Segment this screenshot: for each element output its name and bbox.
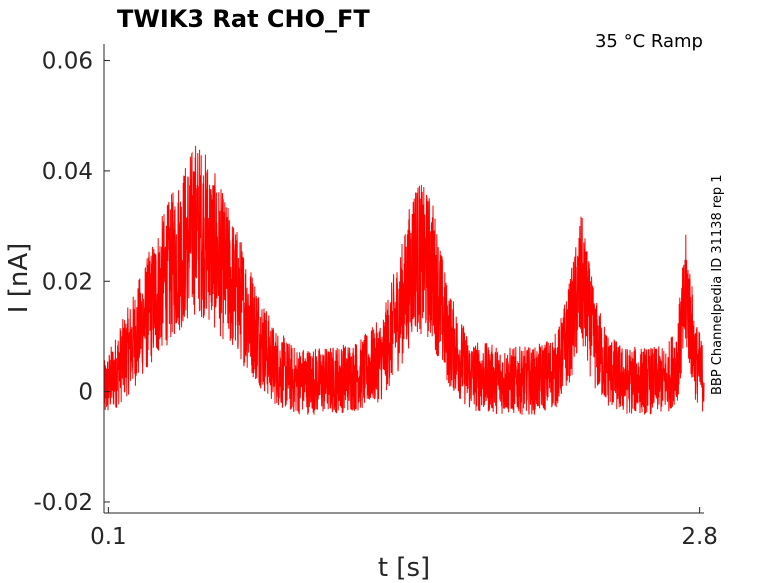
y-axis-label: I [nA] [4,243,34,313]
y-tick-label: 0.04 [42,159,93,185]
side-label: BBP Channelpedia ID 31138 rep 1 [710,174,725,395]
y-tick-label: -0.02 [33,490,93,516]
y-tick-label: 0.02 [42,269,93,295]
series-line [103,145,705,415]
x-ticks: 0.1 2.8 [90,507,718,550]
condition-label: 35 °C Ramp [595,31,703,52]
y-tick-label: 0.06 [42,49,93,75]
x-axis-label: t [s] [378,553,430,583]
y-ticks: -0.02 0 0.02 0.04 0.06 [33,49,110,516]
x-tick-label: 0.1 [90,524,127,550]
y-tick-label: 0 [78,380,93,406]
plot-area: -0.02 0 0.02 0.04 0.06 0.1 2.8 [33,44,718,550]
x-tick-label: 2.8 [681,524,718,550]
current-trace [103,145,705,415]
chart-title: TWIK3 Rat CHO_FT [117,5,370,33]
